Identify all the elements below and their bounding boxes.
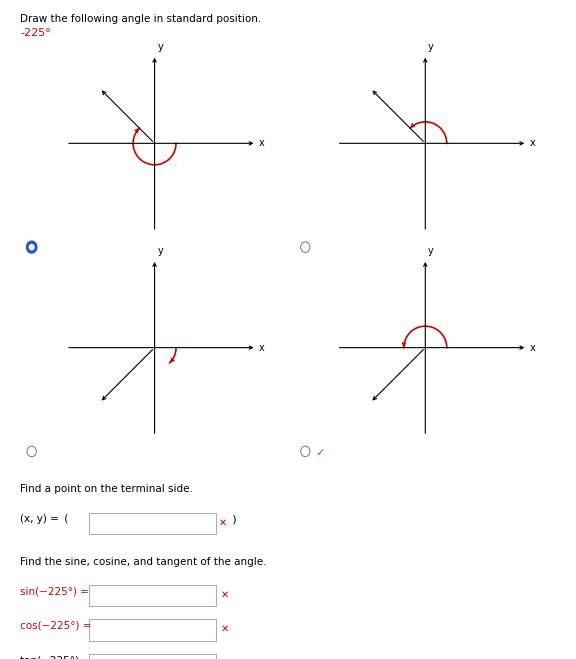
Text: x: x [530,138,536,148]
Text: Find the sine, cosine, and tangent of the angle.: Find the sine, cosine, and tangent of th… [20,557,267,567]
Text: Draw the following angle in standard position.: Draw the following angle in standard pos… [20,14,262,24]
Text: x: x [530,343,536,353]
Text: ): ) [230,514,237,524]
Text: x: x [259,343,265,353]
Text: x: x [259,138,265,148]
Text: sin(−225°) =: sin(−225°) = [20,587,89,596]
Text: y: y [428,42,434,52]
Text: ✓: ✓ [316,448,325,458]
Text: y: y [157,246,163,256]
Text: tan(−225°) =: tan(−225°) = [20,655,91,659]
Text: cos(−225°) =: cos(−225°) = [20,621,92,631]
Text: y: y [428,246,434,256]
Text: ✕: ✕ [219,517,227,527]
Text: -225°: -225° [20,28,51,38]
Text: (x, y) =  (: (x, y) = ( [20,514,69,524]
Text: ✕: ✕ [221,590,229,600]
Text: ✕: ✕ [221,624,229,634]
Text: y: y [157,42,163,52]
Text: Find a point on the terminal side.: Find a point on the terminal side. [20,484,193,494]
